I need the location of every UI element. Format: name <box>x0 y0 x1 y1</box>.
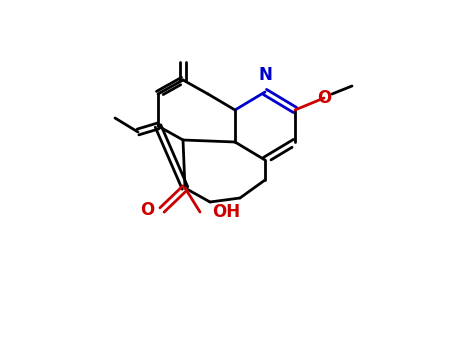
Text: N: N <box>258 66 272 84</box>
Text: O: O <box>140 201 154 219</box>
Text: OH: OH <box>212 203 240 221</box>
Text: O: O <box>317 89 331 107</box>
